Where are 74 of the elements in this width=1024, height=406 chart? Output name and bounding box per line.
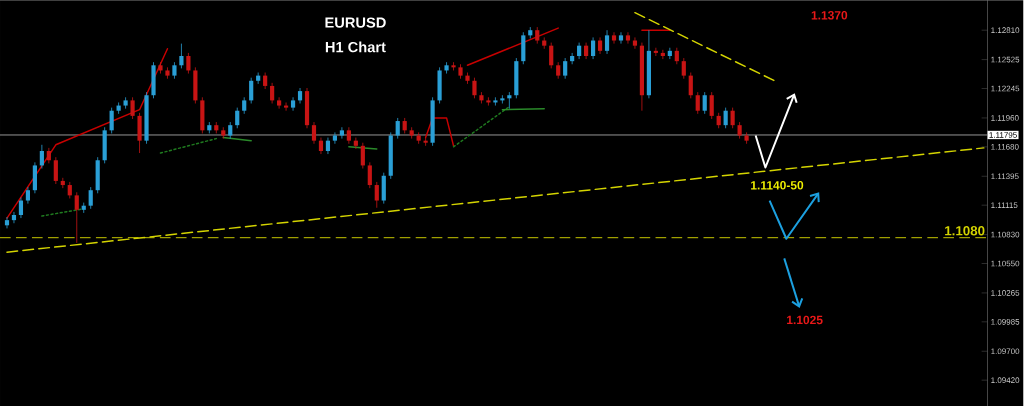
- candlestick: [88, 186, 93, 210]
- candlestick: [11, 211, 17, 224]
- y-tick-label: 1.10550: [991, 260, 1020, 267]
- candlestick: [109, 107, 114, 134]
- candlestick: [325, 137, 331, 155]
- annotation: 1.1370: [811, 10, 848, 20]
- candlestick: [18, 196, 24, 219]
- y-tick-label: 1.11395: [991, 173, 1019, 179]
- candlestick: [346, 126, 351, 145]
- candlestick: [549, 42, 554, 69]
- text: H1 Chart: [325, 41, 386, 53]
- annotation: 1.1025: [787, 315, 823, 325]
- candlestick: [353, 137, 358, 150]
- candlestick: [625, 31, 631, 44]
- candlestick: [290, 96, 296, 112]
- candlestick: [590, 36, 596, 60]
- candlestick: [339, 126, 344, 139]
- candlestick: [318, 137, 324, 155]
- candlestick: [130, 96, 135, 120]
- candlestick: [584, 42, 589, 60]
- candlestick: [263, 72, 268, 90]
- candlestick: [577, 42, 582, 60]
- y-tick-label: 1.11960: [991, 115, 1019, 121]
- line-series: [6, 47, 169, 219]
- candlestick: [332, 131, 338, 145]
- y-tick-label: 1.10265: [991, 289, 1020, 296]
- y-tick-label: 1.10830: [991, 231, 1020, 238]
- candlestick: [53, 156, 58, 185]
- candlestick: [277, 96, 282, 109]
- candlestick: [235, 107, 240, 129]
- candlestick: [360, 142, 365, 169]
- candlestick: [486, 96, 491, 106]
- candlestick: [597, 36, 603, 55]
- candlestick: [25, 186, 31, 204]
- candlestick: [570, 52, 575, 65]
- candlestick: [270, 82, 275, 104]
- candlestick: [4, 216, 10, 229]
- candlestick: [374, 181, 379, 209]
- candlestick: [311, 121, 317, 145]
- candlestick: [632, 36, 638, 50]
- candlestick: [39, 144, 44, 169]
- text: EURUSD: [325, 17, 386, 28]
- candlestick: [611, 31, 617, 44]
- candlestick: [186, 52, 191, 74]
- candlestick: [688, 72, 693, 99]
- y-tick-label: 1.09420: [991, 377, 1020, 383]
- ref-line-label: 1.11795: [989, 132, 1017, 138]
- candlestick: [681, 57, 686, 80]
- candlestick: [507, 91, 512, 109]
- y-tick-label: 1.11680: [991, 143, 1019, 150]
- candlestick: [563, 57, 568, 80]
- y-tick-label: 1.12245: [991, 85, 1020, 92]
- candlestick: [702, 91, 707, 115]
- y-tick-label: 1.12525: [991, 56, 1020, 63]
- candlestick: [709, 91, 714, 120]
- candlestick: [179, 43, 184, 69]
- candlestick: [660, 49, 665, 60]
- y-tick-label: 1.09985: [991, 318, 1020, 325]
- y-tick-label: 1.11115: [991, 202, 1018, 208]
- candlestick: [472, 77, 477, 99]
- candlestick: [604, 29, 610, 55]
- candlestick: [367, 161, 372, 189]
- candlestick: [74, 191, 79, 244]
- candlestick: [249, 77, 254, 104]
- ref-line-label: 1.1080: [945, 225, 985, 236]
- candlestick: [723, 107, 728, 129]
- candlestick: [730, 107, 735, 129]
- y-tick-label: 1.09700: [991, 348, 1020, 354]
- y-tick-label: 1.12810: [991, 27, 1020, 33]
- candlestick: [297, 87, 303, 104]
- candlestick: [695, 91, 700, 115]
- candlestick: [618, 31, 624, 44]
- candlestick: [395, 117, 400, 139]
- annotation: 1.1140-50: [751, 180, 804, 190]
